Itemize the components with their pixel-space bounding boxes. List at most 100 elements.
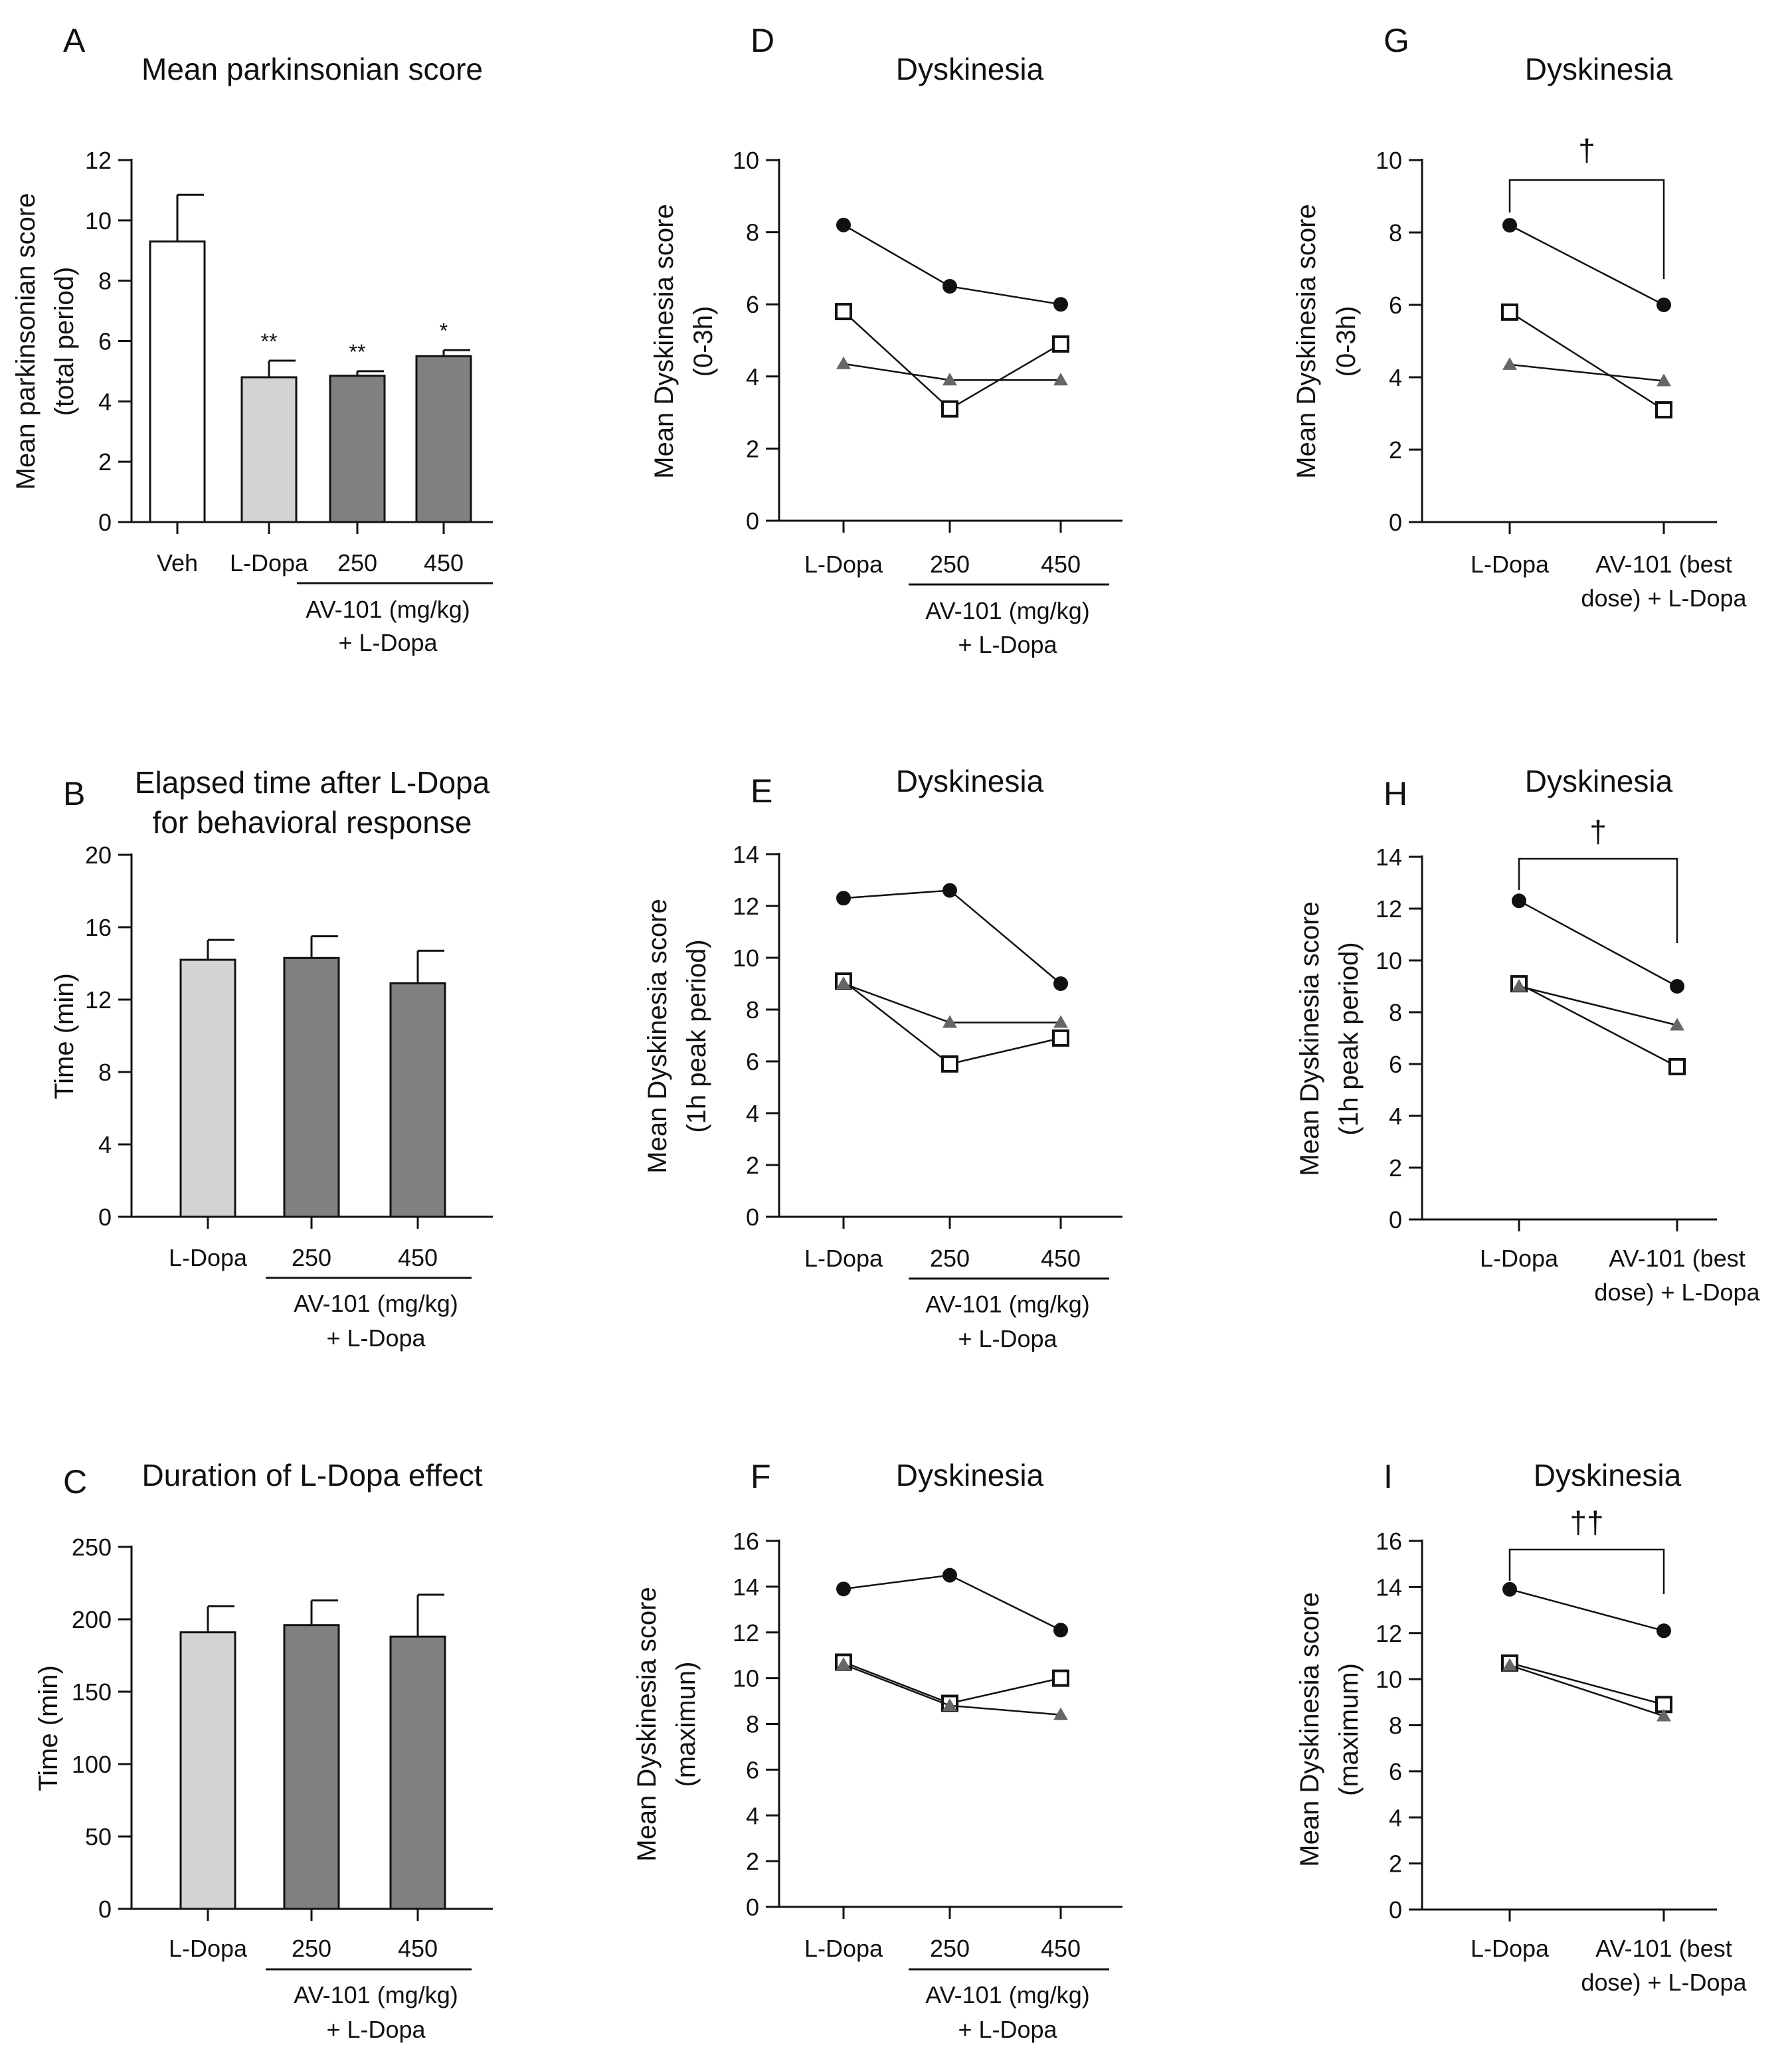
group-label: + L-Dopa [326, 2016, 426, 2043]
data-point-square [941, 400, 958, 418]
y-tick-label: 250 [72, 1534, 112, 1561]
y-axis-label: (0-3h) [1332, 306, 1361, 377]
data-point-circle [1657, 298, 1671, 312]
group-label: AV-101 (mg/kg) [925, 597, 1089, 624]
data-point-square [1052, 335, 1069, 353]
panel-G: G Dyskinesia 0 2 4 6 8 10 Mean Dyskinesia score (… [1292, 22, 1747, 612]
y-tick-label: 0 [746, 1204, 759, 1231]
panel-F: F Dyskinesia 0 2 4 6 8 10 12 14 16 Mean Dyskinesia … [632, 1458, 1122, 2043]
y-tick-label: 0 [98, 1204, 112, 1231]
group-label: AV-101 (best [1609, 1245, 1745, 1272]
y-axis-label: Mean parkinsonian score [11, 193, 41, 490]
significance-symbol: †† [1569, 1505, 1603, 1540]
y-axis-label: Mean Dyskinesia score [1292, 204, 1321, 479]
y-tick-label: 4 [1389, 364, 1402, 391]
y-tick-label: 14 [733, 841, 759, 868]
panel-letter: H [1384, 775, 1407, 812]
x-tick-label: 250 [292, 1244, 331, 1271]
data-point-circle [836, 891, 851, 906]
panel-letter: E [751, 772, 772, 810]
y-tick-label: 6 [746, 291, 759, 318]
bar [415, 355, 472, 523]
y-axis-label: (1h peak period) [682, 939, 711, 1132]
significance-bracket [1518, 857, 1678, 943]
significance-marker: ** [261, 329, 278, 353]
y-tick-label: 4 [98, 1131, 112, 1158]
group-label: + L-Dopa [326, 1324, 426, 1352]
panel-letter: C [63, 1463, 87, 1500]
panel-title: Elapsed time after L-Dopa [135, 765, 490, 800]
y-axis-label: (maximun) [672, 1662, 701, 1787]
series-line [1509, 1664, 1664, 1717]
significance-marker: ** [349, 340, 366, 364]
y-axis-label: (0-3h) [689, 306, 718, 377]
panel-C: C Duration of L-Dopa effect 0 50 100 150 200 25… [34, 1458, 493, 2043]
y-tick-label: 6 [746, 1048, 759, 1075]
data-point-triangle [1053, 1707, 1068, 1720]
panel-letter: F [751, 1458, 771, 1495]
group-label: AV-101 (mg/kg) [306, 596, 470, 623]
y-tick-label: 8 [98, 1059, 112, 1086]
y-tick-label: 4 [746, 1802, 759, 1829]
y-tick-label: 14 [1376, 1573, 1402, 1601]
x-tick-label: 250 [930, 551, 970, 578]
group-label: AV-101 (mg/kg) [925, 1291, 1089, 1318]
y-tick-label: 0 [1389, 509, 1402, 536]
data-point-triangle [1512, 979, 1526, 992]
x-tick-label: 450 [398, 1935, 438, 1962]
series-line [1518, 900, 1678, 988]
data-point-triangle [1502, 357, 1517, 370]
data-point-triangle [836, 1656, 851, 1670]
data-point-circle [1512, 893, 1526, 909]
series-line [843, 889, 1061, 984]
data-point-triangle [1657, 1708, 1671, 1722]
y-axis-label: (1h peak period) [1334, 942, 1364, 1135]
group-label: dose) + L-Dopa [1581, 584, 1747, 612]
y-tick-label: 16 [1376, 1528, 1402, 1555]
data-point-circle [836, 1581, 851, 1597]
y-tick-label: 20 [85, 842, 112, 869]
group-label: AV-101 (best [1595, 1935, 1732, 1962]
bar [179, 958, 236, 1218]
bar [389, 982, 446, 1218]
y-tick-label: 6 [1389, 1051, 1402, 1078]
group-label: AV-101 (mg/kg) [294, 1981, 458, 2009]
y-tick-label: 0 [746, 1894, 759, 1921]
x-tick-label: L-Dopa [1471, 1935, 1550, 1962]
y-tick-label: 2 [746, 1848, 759, 1875]
bar [240, 376, 298, 523]
data-point-square [1668, 1057, 1686, 1075]
bar [329, 375, 386, 523]
y-tick-label: 12 [1376, 1620, 1402, 1647]
y-tick-label: 2 [98, 448, 112, 476]
data-point-triangle [942, 1015, 957, 1028]
panel-title: for behavioral response [153, 805, 472, 840]
y-axis-label: (maximum) [1334, 1663, 1364, 1796]
data-point-circle [942, 1567, 957, 1583]
x-tick-label: 450 [1041, 1245, 1081, 1272]
group-label: + L-Dopa [958, 631, 1057, 658]
significance-marker: * [440, 319, 448, 343]
panel-A: A Mean parkinsonian score 0 2 4 6 8 10 12 Mean pa… [11, 22, 493, 656]
y-axis-label: Time (min) [34, 1665, 63, 1791]
bar [149, 240, 206, 523]
data-point-square [1052, 1029, 1069, 1047]
panel-title: Mean parkinsonian score [141, 52, 483, 86]
group-label: dose) + L-Dopa [1594, 1279, 1760, 1306]
panel-title: Dyskinesia [896, 52, 1044, 86]
y-tick-label: 8 [746, 219, 759, 246]
x-tick-label: 450 [424, 549, 464, 577]
x-tick-label: Veh [157, 549, 198, 577]
group-label: dose) + L-Dopa [1581, 1969, 1747, 1996]
y-tick-label: 100 [72, 1751, 112, 1778]
group-label: AV-101 (best [1595, 551, 1732, 578]
panel-letter: A [63, 22, 86, 59]
y-axis-label: Mean Dyskinesia score [1295, 1592, 1324, 1867]
y-tick-label: 200 [72, 1606, 112, 1633]
y-tick-label: 14 [1376, 844, 1402, 871]
y-tick-label: 10 [733, 147, 759, 174]
y-tick-label: 6 [1389, 1758, 1402, 1785]
y-axis-label: Mean Dyskinesia score [1295, 901, 1324, 1176]
group-label: AV-101 (mg/kg) [294, 1290, 458, 1317]
